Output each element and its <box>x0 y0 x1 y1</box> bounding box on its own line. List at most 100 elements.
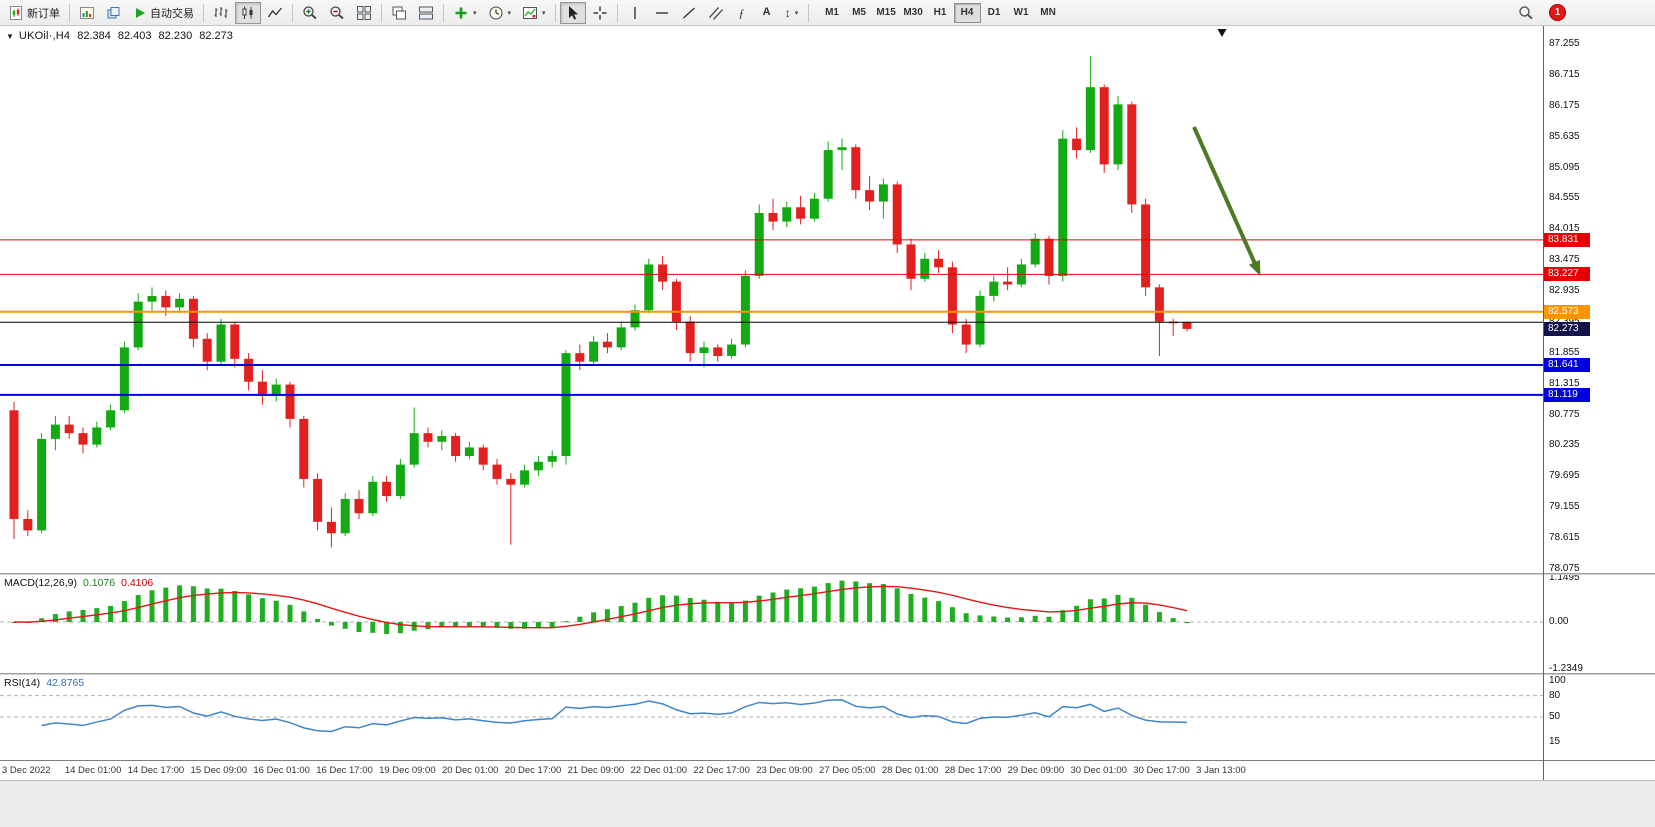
rsi-panel[interactable]: RSI(14) 42.8765 <box>0 675 1543 760</box>
dropdown-caret-icon: ▾ <box>794 9 799 17</box>
price-axis[interactable]: 87.255 86.715 86.175 85.635 85.095 84.555 84.0… <box>1543 26 1655 780</box>
cursor-arrow-icon <box>568 5 578 20</box>
timeframe-group: M1 M5 M15 M30 H1 H4 D1 W1 MN <box>819 2 1062 23</box>
timeframe-m5[interactable]: M5 <box>846 3 873 23</box>
text-tool-icon: A <box>762 6 771 18</box>
timeframe-mn[interactable]: MN <box>1035 3 1062 23</box>
vertical-line-button[interactable] <box>622 2 648 24</box>
rsi-value: 42.8765 <box>46 677 85 689</box>
panel-separator[interactable] <box>0 673 1543 675</box>
ohlc-close: 82.273 <box>199 30 233 42</box>
tile-horizontal-icon <box>419 6 433 19</box>
time-axis-label: 14 Dec 17:00 <box>127 765 185 776</box>
vertical-line-icon <box>633 6 636 19</box>
line-chart-icon <box>267 7 282 17</box>
templates-button[interactable]: ▾ <box>517 2 551 24</box>
timeframe-m15[interactable]: M15 <box>873 3 900 23</box>
fibonacci-icon: ƒ <box>738 5 745 20</box>
ohlc-high: 82.403 <box>117 30 152 42</box>
time-axis-label: 16 Dec 01:00 <box>253 765 310 776</box>
bar-chart-button[interactable] <box>208 2 234 24</box>
bottom-panel <box>0 780 1655 827</box>
time-axis-label: 21 Dec 09:00 <box>567 765 625 776</box>
price-chart-svg <box>0 29 1543 548</box>
profiles-button[interactable] <box>101 2 127 24</box>
top-marker <box>1217 29 1227 37</box>
cascade-windows-button[interactable] <box>386 2 412 24</box>
axis-scale-label: 85.635 <box>1549 130 1580 142</box>
rsi-chart-svg <box>0 695 1543 733</box>
timeframe-w1[interactable]: W1 <box>1008 3 1035 23</box>
time-axis-label: 30 Dec 17:00 <box>1133 765 1190 776</box>
timeframe-h4[interactable]: H4 <box>953 2 981 23</box>
template-icon <box>523 6 538 19</box>
arrows-tool-icon: ↕ <box>784 5 791 20</box>
trendline-button[interactable] <box>676 2 702 24</box>
candlestick-chart-button[interactable] <box>235 1 261 24</box>
toolbar-separator <box>381 3 382 22</box>
axis-scale-label: 80.775 <box>1549 408 1580 420</box>
new-order-label: 新订单 <box>27 7 60 20</box>
autotrading-label: 自动交易 <box>150 7 194 20</box>
notification-badge[interactable]: 1 <box>1549 4 1566 21</box>
search-icon <box>1519 5 1533 19</box>
macd-panel[interactable]: MACD(12,26,9) 0.1076 0.4106 <box>0 575 1543 673</box>
channel-button[interactable] <box>703 2 729 24</box>
macd-name: MACD(12,26,9) <box>4 577 77 589</box>
macd-value-main: 0.1076 <box>82 577 116 589</box>
macd-label: MACD(12,26,9) 0.1076 0.4106 <box>4 577 153 589</box>
crosshair-button[interactable] <box>587 2 613 24</box>
candles <box>9 55 1192 548</box>
chart-title: ▼ UKOil·,H4 82.384 82.403 82.230 82.273 <box>6 30 233 42</box>
axis-scale-label: 86.175 <box>1549 99 1580 111</box>
axis-scale-label: 1.1495 <box>1549 572 1580 584</box>
horizontal-line-button[interactable] <box>649 2 675 24</box>
timeframe-m30[interactable]: M30 <box>900 3 927 23</box>
cursor-button[interactable] <box>559 1 586 24</box>
time-axis-border <box>1544 760 1655 761</box>
autotrading-button[interactable]: 自动交易 <box>128 2 199 24</box>
equidistant-channel-icon <box>708 6 723 20</box>
timeframe-h1[interactable]: H1 <box>927 3 954 23</box>
ohlc-open: 82.384 <box>77 30 111 42</box>
time-axis-label: 28 Dec 17:00 <box>944 765 1002 776</box>
timeframe-d1[interactable]: D1 <box>981 3 1008 23</box>
toolbar-separator <box>69 3 70 22</box>
tile-horizontal-button[interactable] <box>413 2 439 24</box>
zoom-in-button[interactable] <box>297 2 323 24</box>
one-click-trading-toggle-icon[interactable]: ▼ <box>6 31 14 41</box>
tile-windows-button[interactable] <box>351 2 377 24</box>
axis-scale-label: 80 <box>1549 689 1561 701</box>
charts-list-button[interactable] <box>74 2 100 24</box>
arrows-button[interactable]: ↕ ▾ <box>780 2 804 24</box>
new-order-button[interactable]: 新订单 <box>3 2 65 24</box>
toolbar-right-group: 1 <box>1513 2 1652 24</box>
toolbar-separator <box>616 3 618 22</box>
price-tag: 82.573 <box>1544 304 1590 319</box>
indicators-button[interactable]: ▾ <box>448 2 482 24</box>
price-tag: 83.831 <box>1544 232 1590 247</box>
time-axis[interactable]: 3 Dec 2022 14 Dec 01:00 14 Dec 17:00 15 Dec… <box>0 760 1543 780</box>
fibonacci-button[interactable]: ƒ <box>730 2 754 24</box>
axis-scale-label: 15 <box>1549 735 1561 747</box>
time-axis-label: 19 Dec 09:00 <box>379 765 436 776</box>
rsi-name: RSI(14) <box>4 677 41 689</box>
toolbar-separator <box>807 3 809 22</box>
line-chart-button[interactable] <box>262 2 288 24</box>
macd-histogram <box>11 580 1190 635</box>
tile-grid-icon <box>357 5 371 20</box>
axis-scale-label: 82.395 <box>1549 316 1580 328</box>
panel-separator[interactable] <box>0 573 1543 575</box>
time-axis-label: 20 Dec 01:00 <box>441 765 499 776</box>
time-axis-label: 22 Dec 01:00 <box>630 765 688 776</box>
text-button[interactable]: A <box>755 2 779 24</box>
dropdown-caret-icon: ▾ <box>473 9 477 17</box>
timeframe-m1[interactable]: M1 <box>819 3 846 23</box>
main-chart[interactable]: ▼ UKOil·,H4 82.384 82.403 82.230 82.273 <box>0 26 1543 573</box>
search-button[interactable] <box>1513 2 1539 24</box>
indicator-plus-icon <box>455 7 467 18</box>
periods-button[interactable]: ▾ <box>483 2 517 24</box>
ohlc-bars-icon <box>214 6 228 18</box>
cascade-windows-icon <box>392 6 406 19</box>
zoom-out-button[interactable] <box>324 2 350 24</box>
